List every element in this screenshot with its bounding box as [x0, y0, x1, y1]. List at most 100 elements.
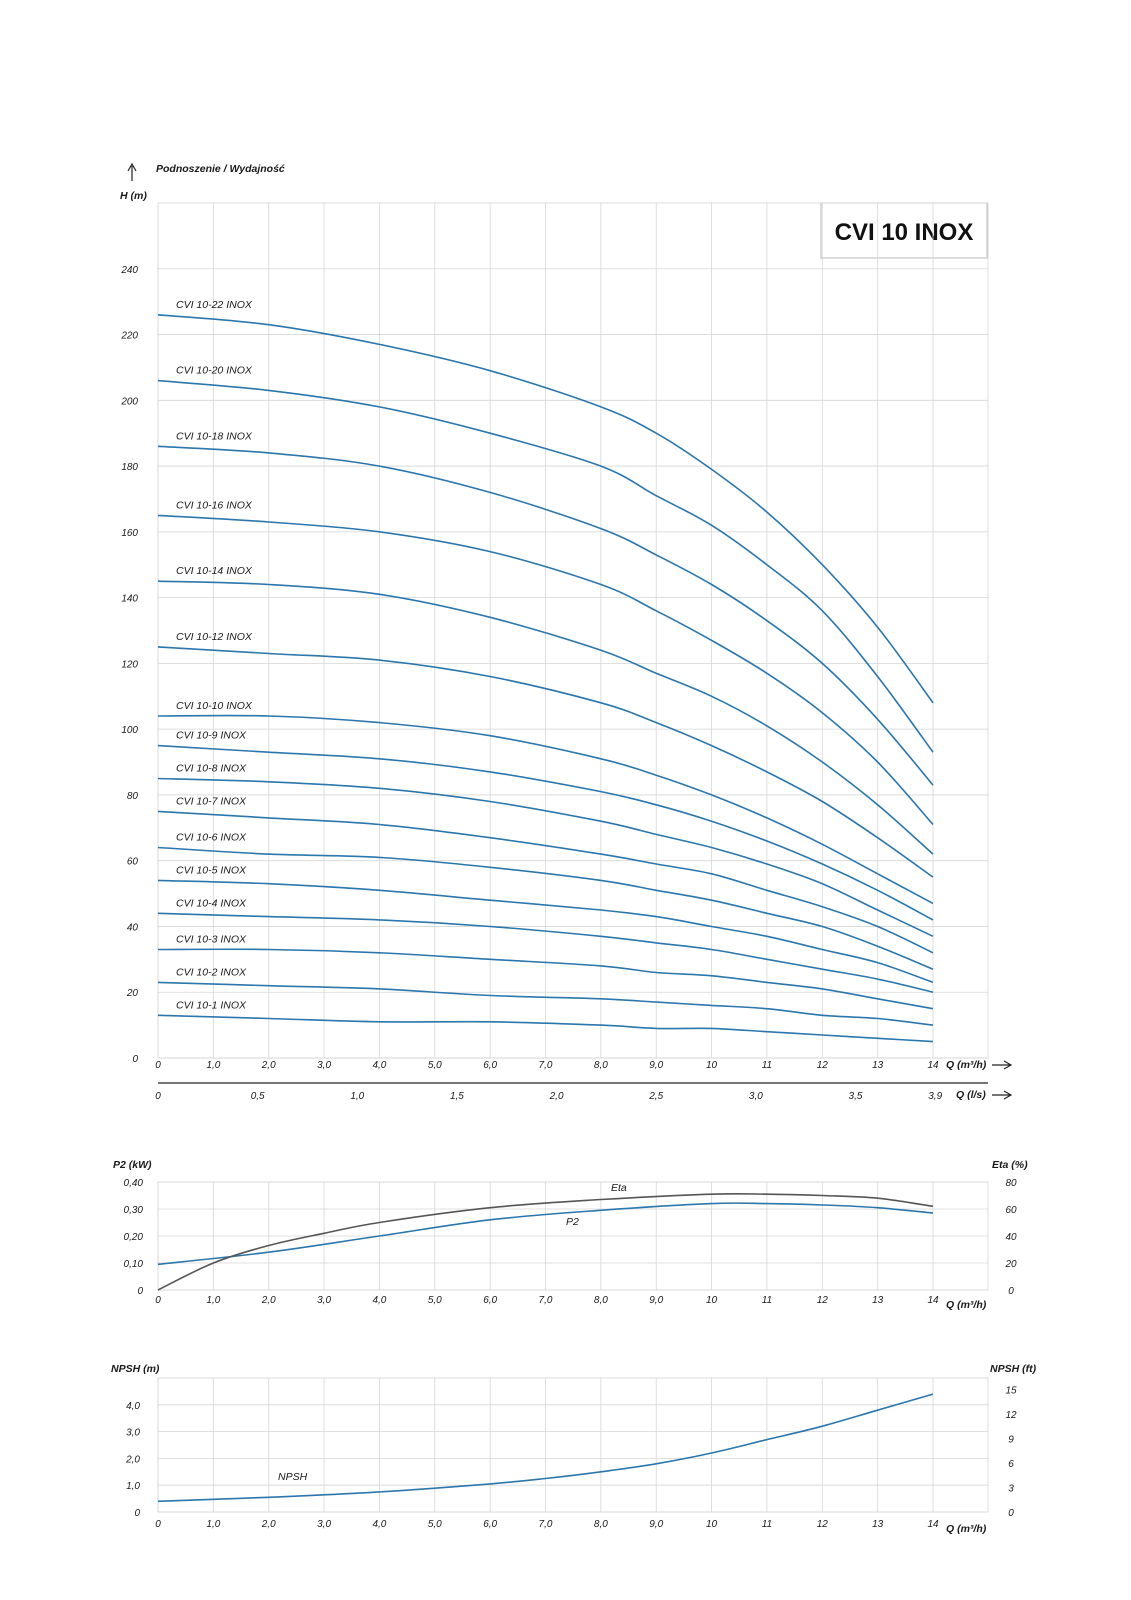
- curve-label: CVI 10-18 INOX: [176, 430, 253, 442]
- x-tick-label: 4,0: [372, 1519, 386, 1530]
- p2-tick-label: 0,10: [124, 1259, 144, 1270]
- curve-label: CVI 10-8 INOX: [176, 762, 247, 774]
- x-tick-label: 3,0: [317, 1060, 331, 1071]
- x-tick-label: 2,0: [261, 1295, 276, 1306]
- npsh-m-axis-label: NPSH (m): [111, 1363, 160, 1375]
- y-tick-label: 20: [126, 988, 139, 999]
- x-tick-label: 0: [155, 1060, 161, 1071]
- curve-label: CVI 10-22 INOX: [176, 299, 253, 311]
- x-tick-label: 8,0: [594, 1295, 608, 1306]
- x2-tick-label: 3,5: [849, 1091, 863, 1102]
- x-tick-label: 12: [817, 1519, 829, 1530]
- x2-tick-label: 0,5: [251, 1091, 265, 1102]
- npsh-curve: [157, 1393, 934, 1503]
- head-curve: [157, 646, 934, 878]
- x-tick-label: 12: [817, 1060, 829, 1071]
- x2-tick-label: 0: [155, 1091, 161, 1102]
- npsh-ft-tick-label: 12: [1005, 1410, 1017, 1421]
- head-curve: [157, 879, 934, 984]
- x2-tick-label: 2,0: [549, 1091, 564, 1102]
- npsh-m-tick-label: 4,0: [126, 1401, 140, 1412]
- head-curve: [157, 846, 934, 970]
- head-curve: [157, 379, 934, 753]
- p2-curve-label: P2: [566, 1216, 579, 1228]
- p2-tick-label: 0: [137, 1286, 143, 1297]
- x-tick-label: 13: [872, 1060, 884, 1071]
- x-tick-label: 6,0: [483, 1060, 497, 1071]
- chart-header: Podnoszenie / Wydajność: [156, 163, 285, 175]
- x2-tick-label: 3,9: [928, 1091, 942, 1102]
- y-tick-label: 40: [127, 922, 139, 933]
- x-tick-label: 2,0: [261, 1519, 276, 1530]
- y-tick-label: 180: [121, 462, 138, 473]
- curve-label: CVI 10-4 INOX: [176, 897, 247, 909]
- x-tick-label: 9,0: [649, 1519, 663, 1530]
- npsh-chart: NPSH (m) NPSH (ft) Q (m³/h) NPSH 0 1,0 2,0…: [111, 1363, 1037, 1535]
- eta-curve: [157, 1192, 934, 1291]
- curve-label: CVI 10-1 INOX: [176, 999, 247, 1011]
- x-tick-label: 7,0: [539, 1519, 553, 1530]
- head-chart: Podnoszenie / Wydajność H (m) CVI 10 INO…: [120, 162, 1013, 1102]
- npsh-ft-tick-label: 9: [1008, 1434, 1014, 1445]
- x-tick-label: 8,0: [594, 1519, 608, 1530]
- p2-axis-label: P2 (kW): [113, 1159, 152, 1171]
- x2-axis-label: Q (l/s): [956, 1089, 986, 1101]
- head-curve: [157, 948, 934, 1010]
- head-curve: [157, 314, 934, 704]
- y-tick-label: 80: [127, 791, 139, 802]
- curve-label: CVI 10-9 INOX: [176, 730, 247, 742]
- y-tick-label: 220: [120, 331, 138, 342]
- up-arrow-icon: [127, 162, 137, 181]
- x-tick-label: 9,0: [649, 1295, 663, 1306]
- curve-label: CVI 10-6 INOX: [176, 832, 247, 844]
- x-tick-label: 14: [927, 1519, 939, 1530]
- y-axis-label: H (m): [120, 190, 147, 202]
- y-tick-label: 60: [127, 857, 139, 868]
- npsh-ft-tick-label: 0: [1008, 1508, 1014, 1519]
- right-arrow-icon: [992, 1090, 1013, 1100]
- npsh-ft-tick-label: 3: [1008, 1483, 1014, 1494]
- npsh-x-axis-label: Q (m³/h): [946, 1523, 987, 1535]
- curve-label: CVI 10-12 INOX: [176, 631, 253, 643]
- curve-label: CVI 10-20 INOX: [176, 365, 253, 377]
- x-tick-label: 11: [762, 1519, 772, 1530]
- curve-label: CVI 10-16 INOX: [176, 499, 253, 511]
- x-tick-label: 4,0: [372, 1295, 386, 1306]
- x-tick-label: 6,0: [483, 1519, 497, 1530]
- npsh-curve-label: NPSH: [278, 1471, 308, 1483]
- x-tick-label: 10: [706, 1295, 718, 1306]
- right-arrow-icon: [992, 1060, 1013, 1070]
- x-tick-label: 1,0: [206, 1519, 220, 1530]
- x-tick-label: 1,0: [206, 1295, 220, 1306]
- curve-label: CVI 10-2 INOX: [176, 966, 247, 978]
- y-tick-label: 160: [121, 528, 138, 539]
- npsh-m-tick-label: 0: [134, 1508, 140, 1519]
- x-tick-label: 10: [706, 1519, 718, 1530]
- y-tick-label: 0: [132, 1054, 138, 1065]
- eta-curve-label: Eta: [611, 1182, 627, 1194]
- npsh-plot-frame: [157, 1377, 989, 1513]
- eta-tick-label: 20: [1004, 1259, 1017, 1270]
- x-tick-label: 11: [762, 1295, 772, 1306]
- x-tick-label: 0: [155, 1295, 161, 1306]
- x-tick-label: 0: [155, 1519, 161, 1530]
- head-curve: [157, 744, 934, 921]
- x-tick-label: 4,0: [372, 1060, 386, 1071]
- x-tick-label: 10: [706, 1060, 718, 1071]
- head-curve: [157, 777, 934, 938]
- npsh-ft-axis-label: NPSH (ft): [990, 1363, 1037, 1375]
- p2-curve: [157, 1202, 934, 1266]
- x-tick-label: 8,0: [594, 1060, 608, 1071]
- title-box: [820, 202, 988, 259]
- x-tick-label: 3,0: [317, 1519, 331, 1530]
- x2-tick-label: 3,0: [749, 1091, 763, 1102]
- curve-label: CVI 10-10 INOX: [176, 700, 253, 712]
- curve-label: CVI 10-3 INOX: [176, 933, 247, 945]
- y-tick-label: 240: [120, 265, 138, 276]
- curve-label: CVI 10-14 INOX: [176, 565, 253, 577]
- x-tick-label: 2,0: [261, 1060, 276, 1071]
- npsh-m-tick-label: 1,0: [126, 1481, 140, 1492]
- y-tick-label: 120: [121, 659, 138, 670]
- plot-frame: [157, 202, 989, 1059]
